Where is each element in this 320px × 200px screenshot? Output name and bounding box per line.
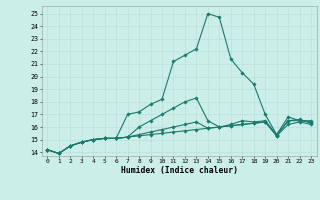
X-axis label: Humidex (Indice chaleur): Humidex (Indice chaleur) [121,166,238,175]
